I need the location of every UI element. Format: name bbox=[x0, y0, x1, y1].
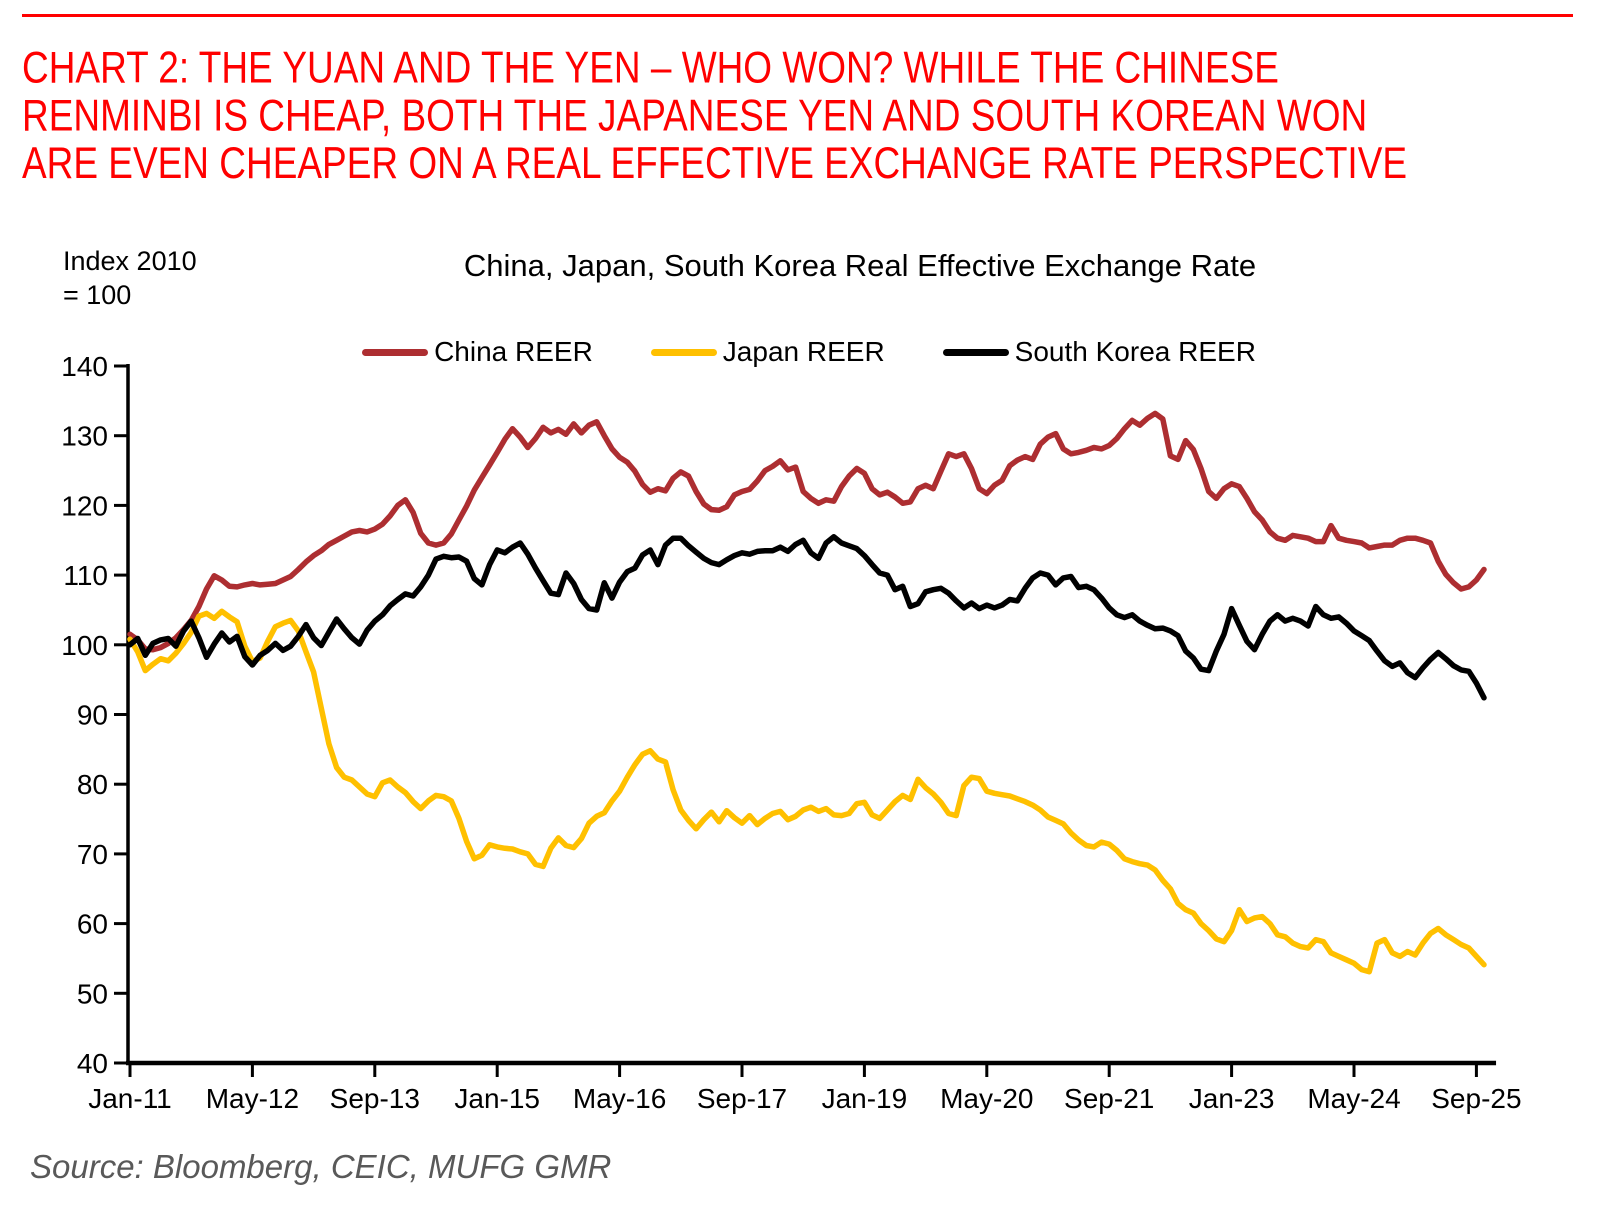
china-legend-key-line bbox=[362, 348, 429, 356]
x-axis-tick-label: Sep-21 bbox=[1064, 1083, 1154, 1114]
y-axis-tick-label: 130 bbox=[61, 421, 108, 452]
legend-item-korea: South Korea REER bbox=[942, 336, 1256, 368]
y-axis-tick-label: 50 bbox=[77, 978, 108, 1009]
x-axis-tick-label: Jan-23 bbox=[1189, 1083, 1275, 1114]
x-axis-tick-label: Jan-19 bbox=[822, 1083, 908, 1114]
y-axis-tick-label: 40 bbox=[77, 1048, 108, 1079]
x-axis-tick-label: May-12 bbox=[206, 1083, 299, 1114]
y-axis-tick-label: 60 bbox=[77, 909, 108, 940]
source-note: Source: Bloomberg, CEIC, MUFG GMR bbox=[30, 1148, 612, 1185]
x-axis-tick-label: Sep-13 bbox=[330, 1083, 420, 1114]
japan-reer-line bbox=[127, 608, 1487, 975]
china-legend-label: China REER bbox=[434, 336, 593, 367]
y-axis-tick-label: 120 bbox=[61, 490, 108, 521]
header-rule bbox=[22, 14, 1573, 17]
x-axis-tick-label: May-24 bbox=[1307, 1083, 1400, 1114]
x-axis-tick-label: Sep-25 bbox=[1431, 1083, 1521, 1114]
legend-item-japan: Japan REER bbox=[650, 336, 885, 368]
legend-item-china: China REER bbox=[362, 336, 593, 368]
chart-title: China, Japan, South Korea Real Effective… bbox=[463, 248, 1257, 283]
japan-legend-label: Japan REER bbox=[722, 336, 885, 367]
south-korea-reer-line bbox=[127, 534, 1487, 701]
y-axis-unit-label: Index 2010 = 100 bbox=[63, 244, 197, 312]
x-axis-tick-label: May-16 bbox=[573, 1083, 666, 1114]
china-reer-line bbox=[127, 410, 1487, 653]
x-axis-tick-label: May-20 bbox=[940, 1083, 1033, 1114]
headline-line-1: CHART 2: THE YUAN AND THE YEN – WHO WON?… bbox=[22, 42, 1279, 93]
y-axis-unit-line-2: = 100 bbox=[63, 280, 132, 310]
south-korea-legend-key-line bbox=[942, 348, 1009, 356]
y-axis-tick-label: 110 bbox=[63, 560, 108, 591]
y-axis-tick-label: 140 bbox=[61, 351, 108, 382]
headline-line-3: ARE EVEN CHEAPER ON A REAL EFFECTIVE EXC… bbox=[22, 138, 1408, 189]
south-korea-legend-label: South Korea REER bbox=[1014, 336, 1256, 367]
y-axis-tick-label: 80 bbox=[77, 769, 108, 800]
japan-legend-key-line bbox=[650, 348, 717, 356]
chart-legend: China REER Japan REER South Korea REER bbox=[128, 336, 1490, 368]
headline-line-2: RENMINBI IS CHEAP, BOTH THE JAPANESE YEN… bbox=[22, 90, 1368, 141]
y-axis-tick-label: 100 bbox=[61, 630, 108, 661]
y-axis-tick-label: 90 bbox=[77, 700, 108, 731]
x-axis-tick-label: Jan-15 bbox=[454, 1083, 540, 1114]
y-axis-tick-label: 70 bbox=[77, 839, 108, 870]
x-axis-tick-label: Jan-11 bbox=[88, 1083, 172, 1114]
y-axis-unit-line-1: Index 2010 bbox=[63, 246, 197, 276]
x-axis-tick-label: Sep-17 bbox=[697, 1083, 787, 1114]
chart-headline: CHART 2: THE YUAN AND THE YEN – WHO WON?… bbox=[22, 44, 1597, 188]
